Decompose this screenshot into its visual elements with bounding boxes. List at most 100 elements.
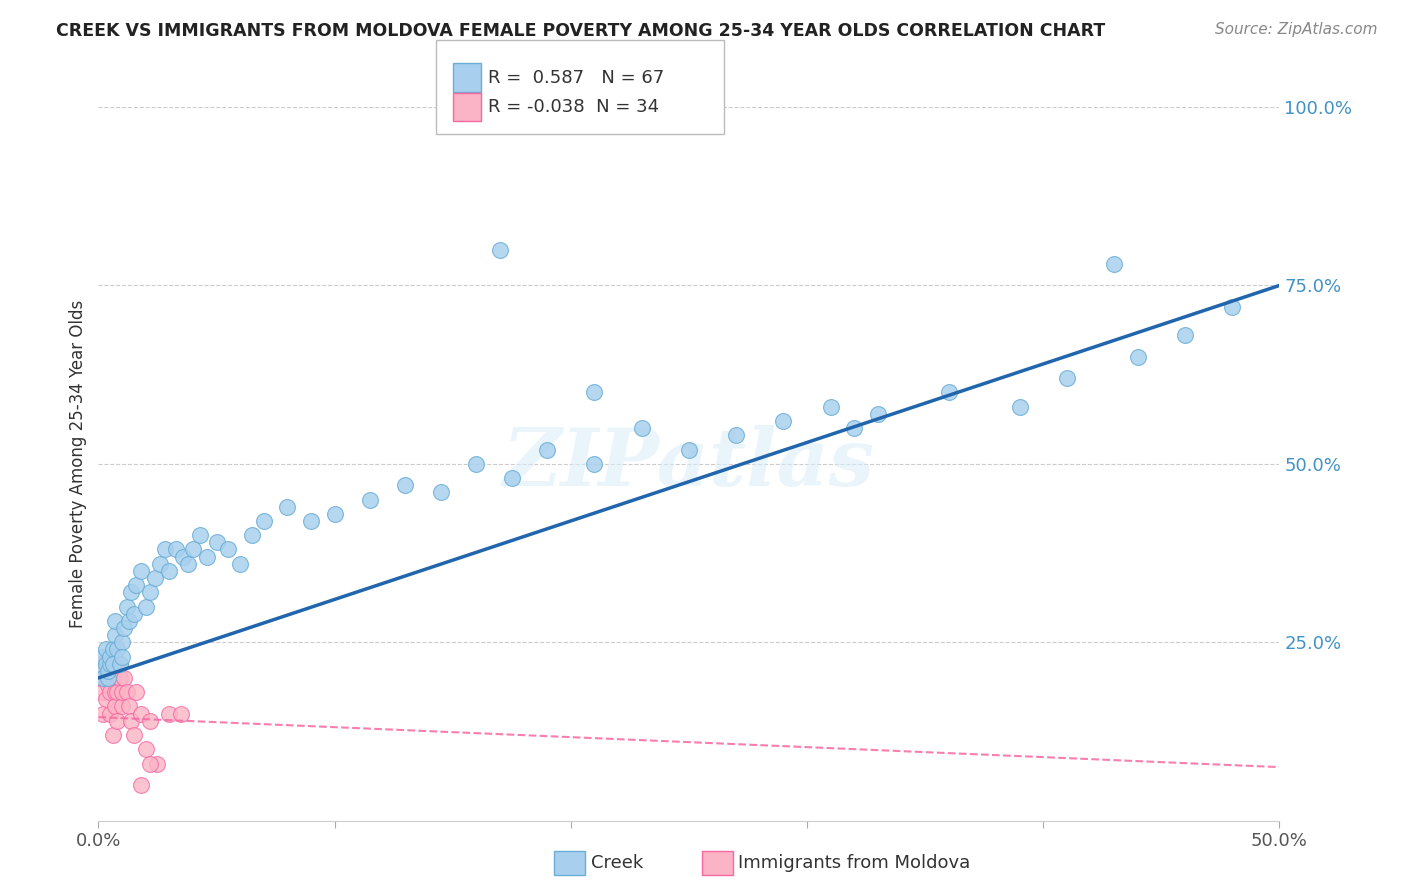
Point: [91, 706, 114, 721]
Point: [157, 564, 180, 578]
Point: [139, 756, 162, 771]
Point: [146, 756, 169, 771]
Point: [97, 664, 120, 678]
Point: [501, 471, 523, 485]
Text: Creek: Creek: [591, 855, 643, 872]
Point: [90, 671, 112, 685]
Point: [1220, 300, 1243, 314]
Point: [1056, 371, 1078, 385]
Point: [97, 657, 120, 671]
Point: [111, 699, 134, 714]
Point: [253, 514, 276, 528]
Point: [772, 414, 794, 428]
Point: [122, 607, 145, 621]
Point: [139, 585, 162, 599]
Point: [91, 671, 114, 685]
Point: [105, 685, 128, 699]
Text: ZIPatlas: ZIPatlas: [503, 425, 875, 502]
Point: [430, 485, 453, 500]
Point: [195, 549, 218, 564]
Point: [678, 442, 700, 457]
Point: [135, 742, 157, 756]
Point: [129, 706, 152, 721]
Point: [91, 685, 114, 699]
Point: [276, 500, 298, 514]
Point: [122, 728, 145, 742]
Point: [121, 585, 143, 599]
Point: [108, 657, 131, 671]
Point: [465, 457, 488, 471]
Point: [104, 614, 127, 628]
Point: [172, 549, 194, 564]
Point: [1174, 328, 1197, 343]
Text: Immigrants from Moldova: Immigrants from Moldova: [738, 855, 970, 872]
Text: Source: ZipAtlas.com: Source: ZipAtlas.com: [1215, 22, 1378, 37]
Point: [111, 649, 134, 664]
Point: [98, 706, 121, 721]
Point: [118, 699, 141, 714]
Point: [129, 778, 152, 792]
Point: [90, 664, 112, 678]
Point: [583, 457, 606, 471]
Point: [98, 657, 121, 671]
Point: [111, 635, 134, 649]
Point: [111, 685, 134, 699]
Point: [125, 578, 148, 592]
Point: [149, 557, 172, 571]
Point: [489, 243, 512, 257]
Point: [725, 428, 748, 442]
Point: [104, 628, 127, 642]
Point: [630, 421, 652, 435]
Point: [94, 671, 117, 685]
Point: [115, 599, 138, 614]
Point: [181, 542, 204, 557]
Point: [101, 657, 124, 671]
Point: [217, 542, 239, 557]
Point: [90, 657, 112, 671]
Point: [129, 564, 152, 578]
Point: [101, 642, 124, 657]
Point: [97, 671, 120, 685]
Point: [153, 542, 176, 557]
Point: [98, 649, 121, 664]
Point: [1008, 400, 1031, 414]
Point: [188, 528, 211, 542]
Point: [97, 678, 120, 692]
Text: R = -0.038  N = 34: R = -0.038 N = 34: [488, 98, 659, 116]
Point: [177, 557, 200, 571]
Point: [820, 400, 842, 414]
Point: [112, 671, 135, 685]
Point: [143, 571, 166, 585]
Point: [121, 714, 143, 728]
Point: [157, 706, 180, 721]
Point: [205, 535, 228, 549]
Point: [135, 599, 157, 614]
Point: [583, 385, 606, 400]
Point: [104, 685, 127, 699]
Point: [165, 542, 187, 557]
Point: [108, 657, 131, 671]
Point: [104, 699, 127, 714]
Point: [94, 642, 117, 657]
Point: [125, 685, 148, 699]
Point: [170, 706, 193, 721]
Point: [94, 692, 117, 706]
Point: [536, 442, 558, 457]
Point: [105, 642, 128, 657]
Point: [394, 478, 416, 492]
Point: [101, 728, 124, 742]
Point: [105, 714, 128, 728]
Point: [229, 557, 252, 571]
Point: [240, 528, 263, 542]
Point: [98, 685, 121, 699]
Point: [101, 671, 124, 685]
Point: [94, 657, 117, 671]
Point: [1126, 350, 1149, 364]
Point: [323, 507, 346, 521]
Point: [108, 671, 131, 685]
Point: [1102, 257, 1125, 271]
Point: [139, 714, 162, 728]
Point: [938, 385, 960, 400]
Text: R =  0.587   N = 67: R = 0.587 N = 67: [488, 69, 664, 87]
Point: [118, 614, 141, 628]
